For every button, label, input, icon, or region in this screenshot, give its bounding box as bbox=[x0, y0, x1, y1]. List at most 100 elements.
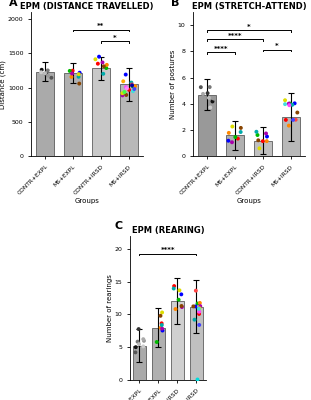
Title: EPM (STRETCH-ATTEND): EPM (STRETCH-ATTEND) bbox=[192, 2, 306, 11]
Point bbox=[142, 338, 146, 344]
Point bbox=[133, 344, 138, 350]
Text: B: B bbox=[171, 0, 179, 8]
Point bbox=[159, 322, 164, 328]
Point bbox=[129, 79, 134, 86]
Point bbox=[193, 288, 198, 294]
Title: EPM (DISTANCE TRAVELLED): EPM (DISTANCE TRAVELLED) bbox=[20, 2, 154, 11]
Bar bbox=[171, 301, 183, 380]
Text: *: * bbox=[113, 35, 117, 41]
Bar bbox=[198, 95, 216, 156]
Point bbox=[95, 60, 100, 67]
Point bbox=[39, 70, 44, 77]
Point bbox=[44, 71, 49, 78]
Point bbox=[76, 71, 81, 77]
Text: *: * bbox=[275, 43, 279, 49]
Point bbox=[141, 336, 146, 342]
Point bbox=[260, 138, 265, 144]
Point bbox=[172, 283, 177, 289]
Point bbox=[230, 139, 234, 146]
Point bbox=[193, 303, 198, 310]
Text: A: A bbox=[9, 0, 17, 8]
Point bbox=[76, 74, 81, 80]
Point bbox=[197, 300, 202, 306]
Point bbox=[287, 100, 292, 107]
Point bbox=[257, 145, 262, 152]
Point bbox=[122, 89, 127, 95]
Title: EPM (REARING): EPM (REARING) bbox=[132, 226, 204, 235]
Bar bbox=[254, 140, 272, 156]
Point bbox=[179, 303, 184, 309]
Point bbox=[70, 70, 75, 77]
Point bbox=[93, 56, 98, 62]
Point bbox=[135, 338, 140, 345]
Point bbox=[290, 117, 295, 123]
Point bbox=[77, 80, 82, 87]
Y-axis label: Distance (cm): Distance (cm) bbox=[0, 60, 7, 108]
Point bbox=[120, 90, 125, 96]
Y-axis label: Number of rearings: Number of rearings bbox=[107, 274, 113, 342]
Point bbox=[226, 130, 231, 136]
Bar bbox=[92, 68, 110, 156]
Point bbox=[173, 306, 178, 312]
Point bbox=[77, 70, 82, 76]
Point bbox=[45, 72, 50, 79]
Bar bbox=[152, 328, 165, 380]
Point bbox=[238, 129, 243, 135]
Point bbox=[124, 92, 129, 98]
Point bbox=[120, 92, 125, 98]
Text: C: C bbox=[115, 221, 123, 231]
Point bbox=[130, 82, 135, 88]
Point bbox=[263, 130, 268, 137]
Point bbox=[226, 138, 231, 144]
Point bbox=[171, 285, 176, 292]
Point bbox=[195, 300, 200, 307]
X-axis label: Groups: Groups bbox=[75, 198, 100, 204]
Point bbox=[256, 137, 261, 144]
Point bbox=[195, 375, 200, 382]
Point bbox=[207, 84, 212, 90]
Point bbox=[141, 343, 146, 350]
Point bbox=[235, 135, 240, 142]
Point bbox=[132, 83, 137, 90]
Point bbox=[96, 54, 101, 60]
Point bbox=[70, 68, 75, 74]
Point bbox=[104, 65, 109, 71]
Point bbox=[121, 78, 126, 84]
Point bbox=[100, 59, 105, 66]
Point bbox=[133, 349, 138, 356]
Point bbox=[123, 71, 128, 78]
Point bbox=[69, 74, 74, 80]
Bar bbox=[36, 72, 54, 156]
Point bbox=[158, 313, 163, 319]
Bar bbox=[282, 117, 300, 156]
Point bbox=[101, 63, 106, 70]
Bar bbox=[226, 135, 244, 156]
Point bbox=[39, 69, 44, 76]
Point bbox=[101, 71, 106, 77]
Point bbox=[286, 100, 291, 107]
Bar bbox=[133, 346, 146, 380]
Bar bbox=[120, 84, 138, 156]
Point bbox=[158, 324, 163, 331]
Point bbox=[197, 311, 202, 317]
Point bbox=[191, 303, 196, 310]
Point bbox=[49, 74, 54, 81]
Point bbox=[197, 305, 202, 312]
Point bbox=[283, 97, 288, 104]
Point bbox=[160, 327, 165, 334]
Point bbox=[67, 68, 72, 74]
Point bbox=[233, 134, 238, 140]
Point bbox=[264, 133, 269, 140]
Point bbox=[45, 67, 50, 74]
Text: **: ** bbox=[97, 23, 104, 29]
Point bbox=[208, 104, 213, 111]
Point bbox=[176, 296, 181, 303]
Point bbox=[210, 98, 215, 105]
Point bbox=[205, 90, 210, 96]
Point bbox=[290, 102, 295, 108]
Bar bbox=[64, 73, 82, 156]
Point bbox=[160, 325, 165, 332]
Point bbox=[283, 101, 288, 107]
Point bbox=[159, 320, 164, 326]
Point bbox=[123, 84, 128, 90]
